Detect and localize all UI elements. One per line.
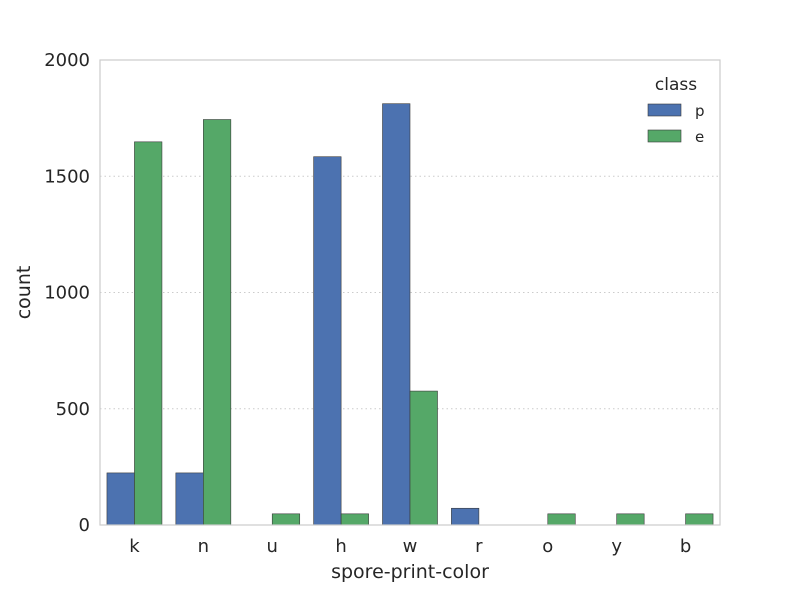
legend-swatch-e: [647, 129, 682, 143]
x-tick-label: b: [680, 536, 691, 557]
y-tick-label: 1000: [44, 283, 90, 304]
bar-e-w: [409, 390, 438, 526]
y-tick-label: 500: [56, 399, 90, 420]
x-tick-label: k: [129, 536, 140, 557]
legend-label-p: p: [695, 102, 705, 120]
legend: class pe: [647, 75, 705, 146]
y-tick-label: 0: [79, 515, 90, 536]
x-tick-label: u: [267, 536, 278, 557]
legend-swatch-p: [647, 103, 682, 117]
y-axis-label: count: [13, 266, 35, 320]
legend-label-e: e: [695, 128, 704, 146]
x-tick-label: r: [475, 536, 483, 557]
bar-p-r: [451, 507, 480, 526]
bar-e-b: [685, 513, 714, 526]
x-tick-label: y: [611, 536, 622, 557]
x-tick-label: h: [335, 536, 346, 557]
bar-e-h: [340, 513, 369, 526]
bar-p-w: [382, 103, 411, 526]
x-tick-label: w: [403, 536, 418, 557]
bar-e-u: [271, 513, 301, 526]
x-axis-label: spore-print-color: [331, 561, 489, 583]
bar-e-y: [616, 513, 645, 526]
y-axis-ticks: 0 500 1000 1500 2000: [44, 50, 90, 536]
bar-e-o: [547, 513, 576, 526]
bar-e-n: [203, 119, 232, 526]
x-tick-label: n: [198, 536, 209, 557]
bar-p-n: [175, 472, 204, 526]
bar-e-k: [134, 141, 163, 526]
x-tick-label: o: [542, 536, 553, 557]
plot-frame: [99, 59, 721, 526]
bars: [106, 103, 714, 526]
y-tick-label: 2000: [44, 50, 90, 71]
legend-title: class: [655, 75, 697, 95]
bar-p-k: [106, 472, 135, 526]
y-tick-label: 1500: [44, 166, 90, 187]
bar-p-h: [313, 156, 342, 526]
